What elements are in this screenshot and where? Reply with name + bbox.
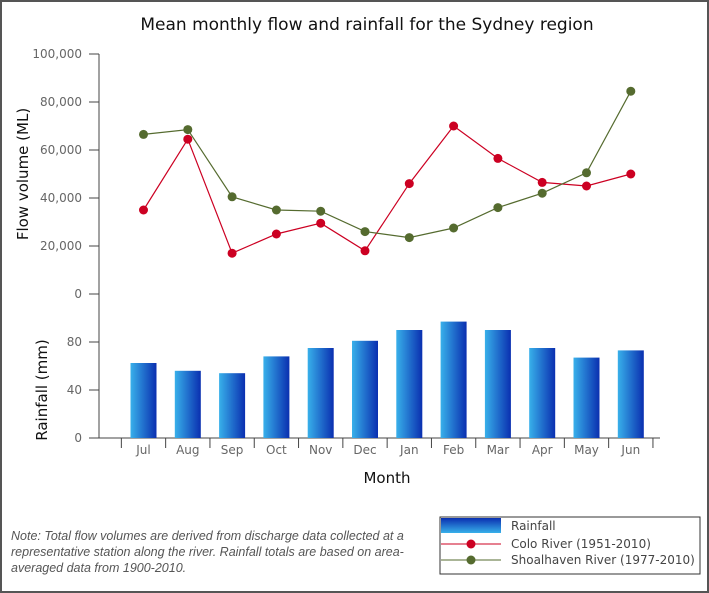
shoalhaven-point: [360, 227, 370, 237]
rainfall-bar: [352, 340, 378, 438]
x-tick-label: Jun: [620, 443, 640, 457]
x-tick-label: Feb: [443, 443, 464, 457]
shoalhaven-point: [537, 188, 547, 198]
rainfall-bar: [130, 363, 157, 438]
x-tick-label: Oct: [266, 443, 287, 457]
chart-title: Mean monthly flow and rainfall for the S…: [140, 15, 593, 35]
rain-y-tick-label: 80: [67, 335, 82, 349]
shoalhaven-point: [271, 205, 281, 215]
flow-y-axis-label: Flow volume (ML): [14, 108, 32, 240]
colo-point: [271, 229, 281, 239]
x-axis-label: Month: [363, 469, 410, 487]
flow-y-tick-label: 100,000: [32, 47, 82, 61]
shoalhaven-point: [183, 125, 193, 135]
shoalhaven-point: [626, 86, 636, 96]
x-tick-label: Jul: [135, 443, 150, 457]
colo-point: [449, 121, 459, 131]
shoalhaven-point: [582, 168, 591, 178]
colo-point: [227, 248, 237, 258]
chart-note: Note: Total flow volumes are derived fro…: [11, 529, 404, 575]
legend-rainfall-label: Rainfall: [511, 519, 556, 533]
flow-y-tick-label: 40,000: [40, 191, 82, 205]
colo-line: [142, 125, 631, 254]
rainfall-bar: [174, 370, 201, 438]
shoalhaven-line: [143, 90, 632, 239]
legend-rainfall-swatch: [441, 518, 501, 533]
x-tick-label: Dec: [353, 443, 376, 457]
rainfall-bar: [396, 330, 423, 438]
colo-point: [493, 153, 503, 163]
rainfall-bar: [573, 357, 600, 438]
colo-point: [626, 169, 636, 179]
x-tick-label: Jan: [399, 443, 419, 457]
rain-y-tick-label: 40: [67, 383, 82, 397]
rain-y-tick-label: 0: [74, 431, 82, 445]
shoalhaven-point: [404, 233, 414, 243]
colo-point: [582, 181, 591, 191]
rain-y-axis-label: Rainfall (mm): [33, 339, 51, 440]
x-tick-label: Aug: [176, 443, 199, 457]
shoalhaven-point: [227, 192, 237, 202]
legend-colo-marker: [466, 539, 476, 549]
colo-point: [183, 134, 193, 144]
legend-colo-label: Colo River (1951-2010): [511, 537, 651, 551]
flow-y-tick-label: 0: [74, 287, 82, 301]
x-tick-label: Nov: [309, 443, 332, 457]
shoalhaven-point: [316, 206, 326, 216]
legend-shoalhaven-marker: [466, 555, 476, 565]
x-tick-label: Apr: [532, 443, 553, 457]
legend-shoalhaven-label: Shoalhaven River (1977-2010): [511, 553, 695, 567]
rainfall-bar: [307, 348, 334, 438]
x-tick-label: Mar: [487, 443, 510, 457]
rainfall-bar: [219, 373, 246, 438]
colo-point: [360, 246, 370, 256]
x-tick-label: May: [574, 443, 599, 457]
shoalhaven-point: [139, 129, 148, 139]
rainfall-bar: [529, 348, 556, 438]
rainfall-bar: [440, 321, 467, 438]
colo-point: [139, 205, 148, 215]
flow-y-tick-label: 20,000: [40, 239, 82, 253]
shoalhaven-point: [493, 203, 503, 213]
colo-point: [316, 218, 326, 228]
rainfall-bar: [263, 356, 290, 438]
colo-point: [404, 179, 414, 189]
legend: Rainfall Colo River (1951-2010) Shoalhav…: [439, 516, 701, 575]
x-tick-label: Sep: [221, 443, 244, 457]
rainfall-bar: [617, 350, 644, 438]
flow-y-tick-label: 60,000: [40, 143, 82, 157]
colo-point: [537, 177, 547, 187]
flow-y-tick-label: 80,000: [40, 95, 82, 109]
rainfall-bar: [484, 330, 511, 438]
shoalhaven-point: [449, 223, 459, 233]
